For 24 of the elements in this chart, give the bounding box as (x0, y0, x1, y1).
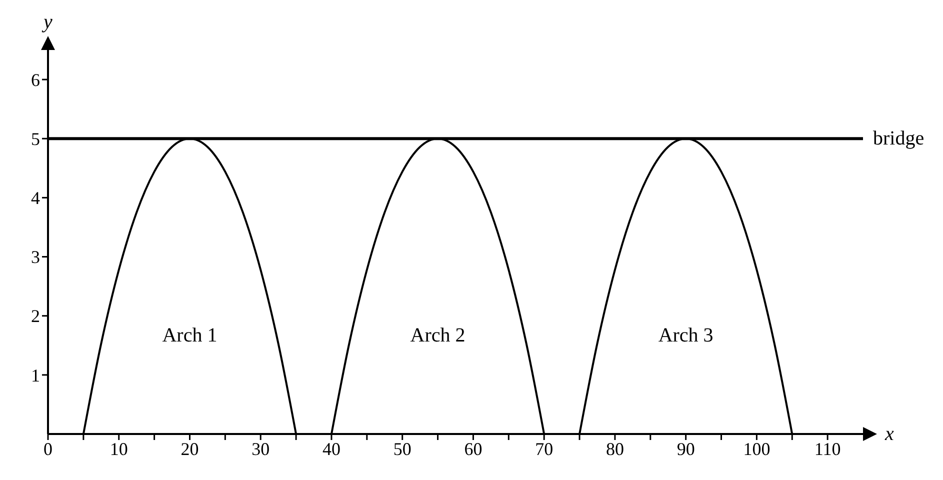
y-tick-label: 4 (31, 188, 40, 208)
annotation: Arch 1 (162, 324, 218, 346)
x-tick-label: 60 (464, 438, 482, 459)
x-axis-title: x (884, 423, 894, 445)
x-tick-label: 110 (814, 438, 841, 459)
x-tick-label: 20 (180, 438, 199, 459)
x-tick-label: 40 (322, 438, 340, 459)
x-tick-label: 10 (110, 438, 128, 459)
y-tick-label: 2 (31, 306, 40, 326)
y-tick-label: 5 (31, 129, 40, 150)
y-tick-label: 6 (31, 70, 40, 90)
x-tick-label: 0 (44, 438, 52, 459)
x-tick-label: 30 (252, 438, 270, 459)
y-tick-label: 3 (31, 247, 40, 268)
x-tick-label: 90 (676, 438, 695, 459)
x-tick-label: 50 (393, 438, 412, 459)
annotation: Arch 2 (410, 324, 466, 346)
x-tick-label: 80 (606, 438, 624, 459)
y-tick-label: 1 (31, 365, 40, 386)
y-axis-title: y (42, 11, 53, 33)
x-tick-label: 100 (743, 438, 770, 459)
ref-line-label: bridge (873, 128, 924, 150)
x-tick-label: 70 (535, 438, 554, 459)
annotation: Arch 3 (658, 324, 714, 346)
